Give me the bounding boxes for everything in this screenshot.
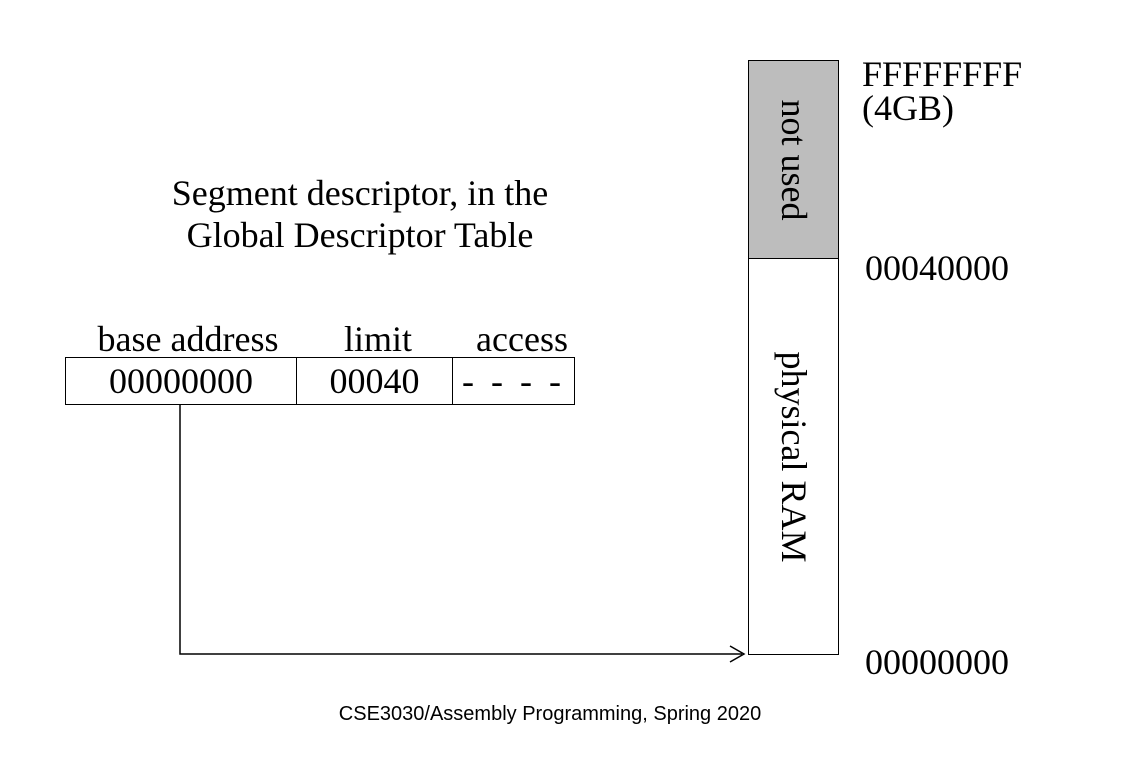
region-physical-ram: physical RAM — [749, 259, 838, 655]
address-top-note: (4GB) — [862, 88, 954, 128]
not-used-label: not used — [773, 99, 814, 220]
header-access: access — [476, 319, 568, 359]
physical-ram-label: physical RAM — [773, 351, 814, 563]
cell-base-address: 00000000 — [66, 358, 297, 404]
arrow-line — [179, 405, 742, 655]
header-limit: limit — [343, 319, 412, 359]
cell-access: - - - - — [462, 361, 565, 401]
title-line-2: Global Descriptor Table — [186, 215, 534, 255]
title-line-1: Segment descriptor, in the — [171, 173, 549, 213]
segment-descriptor: 00000000 00040 - - - - — [65, 357, 575, 405]
diagram-title: Segment descriptor, in the Global Descri… — [150, 172, 570, 256]
arrow-head — [729, 645, 746, 663]
physical-memory-bar: not used physical RAM — [748, 60, 839, 655]
header-base-address: base address — [97, 319, 279, 359]
cell-limit: 00040 — [297, 358, 453, 404]
address-top: FFFFFFFF — [862, 54, 1023, 94]
address-bottom: 00000000 — [865, 642, 1009, 682]
region-not-used: not used — [749, 61, 838, 259]
slide-footer: CSE3030/Assembly Programming, Spring 202… — [338, 703, 762, 725]
address-limit: 00040000 — [865, 248, 1009, 288]
